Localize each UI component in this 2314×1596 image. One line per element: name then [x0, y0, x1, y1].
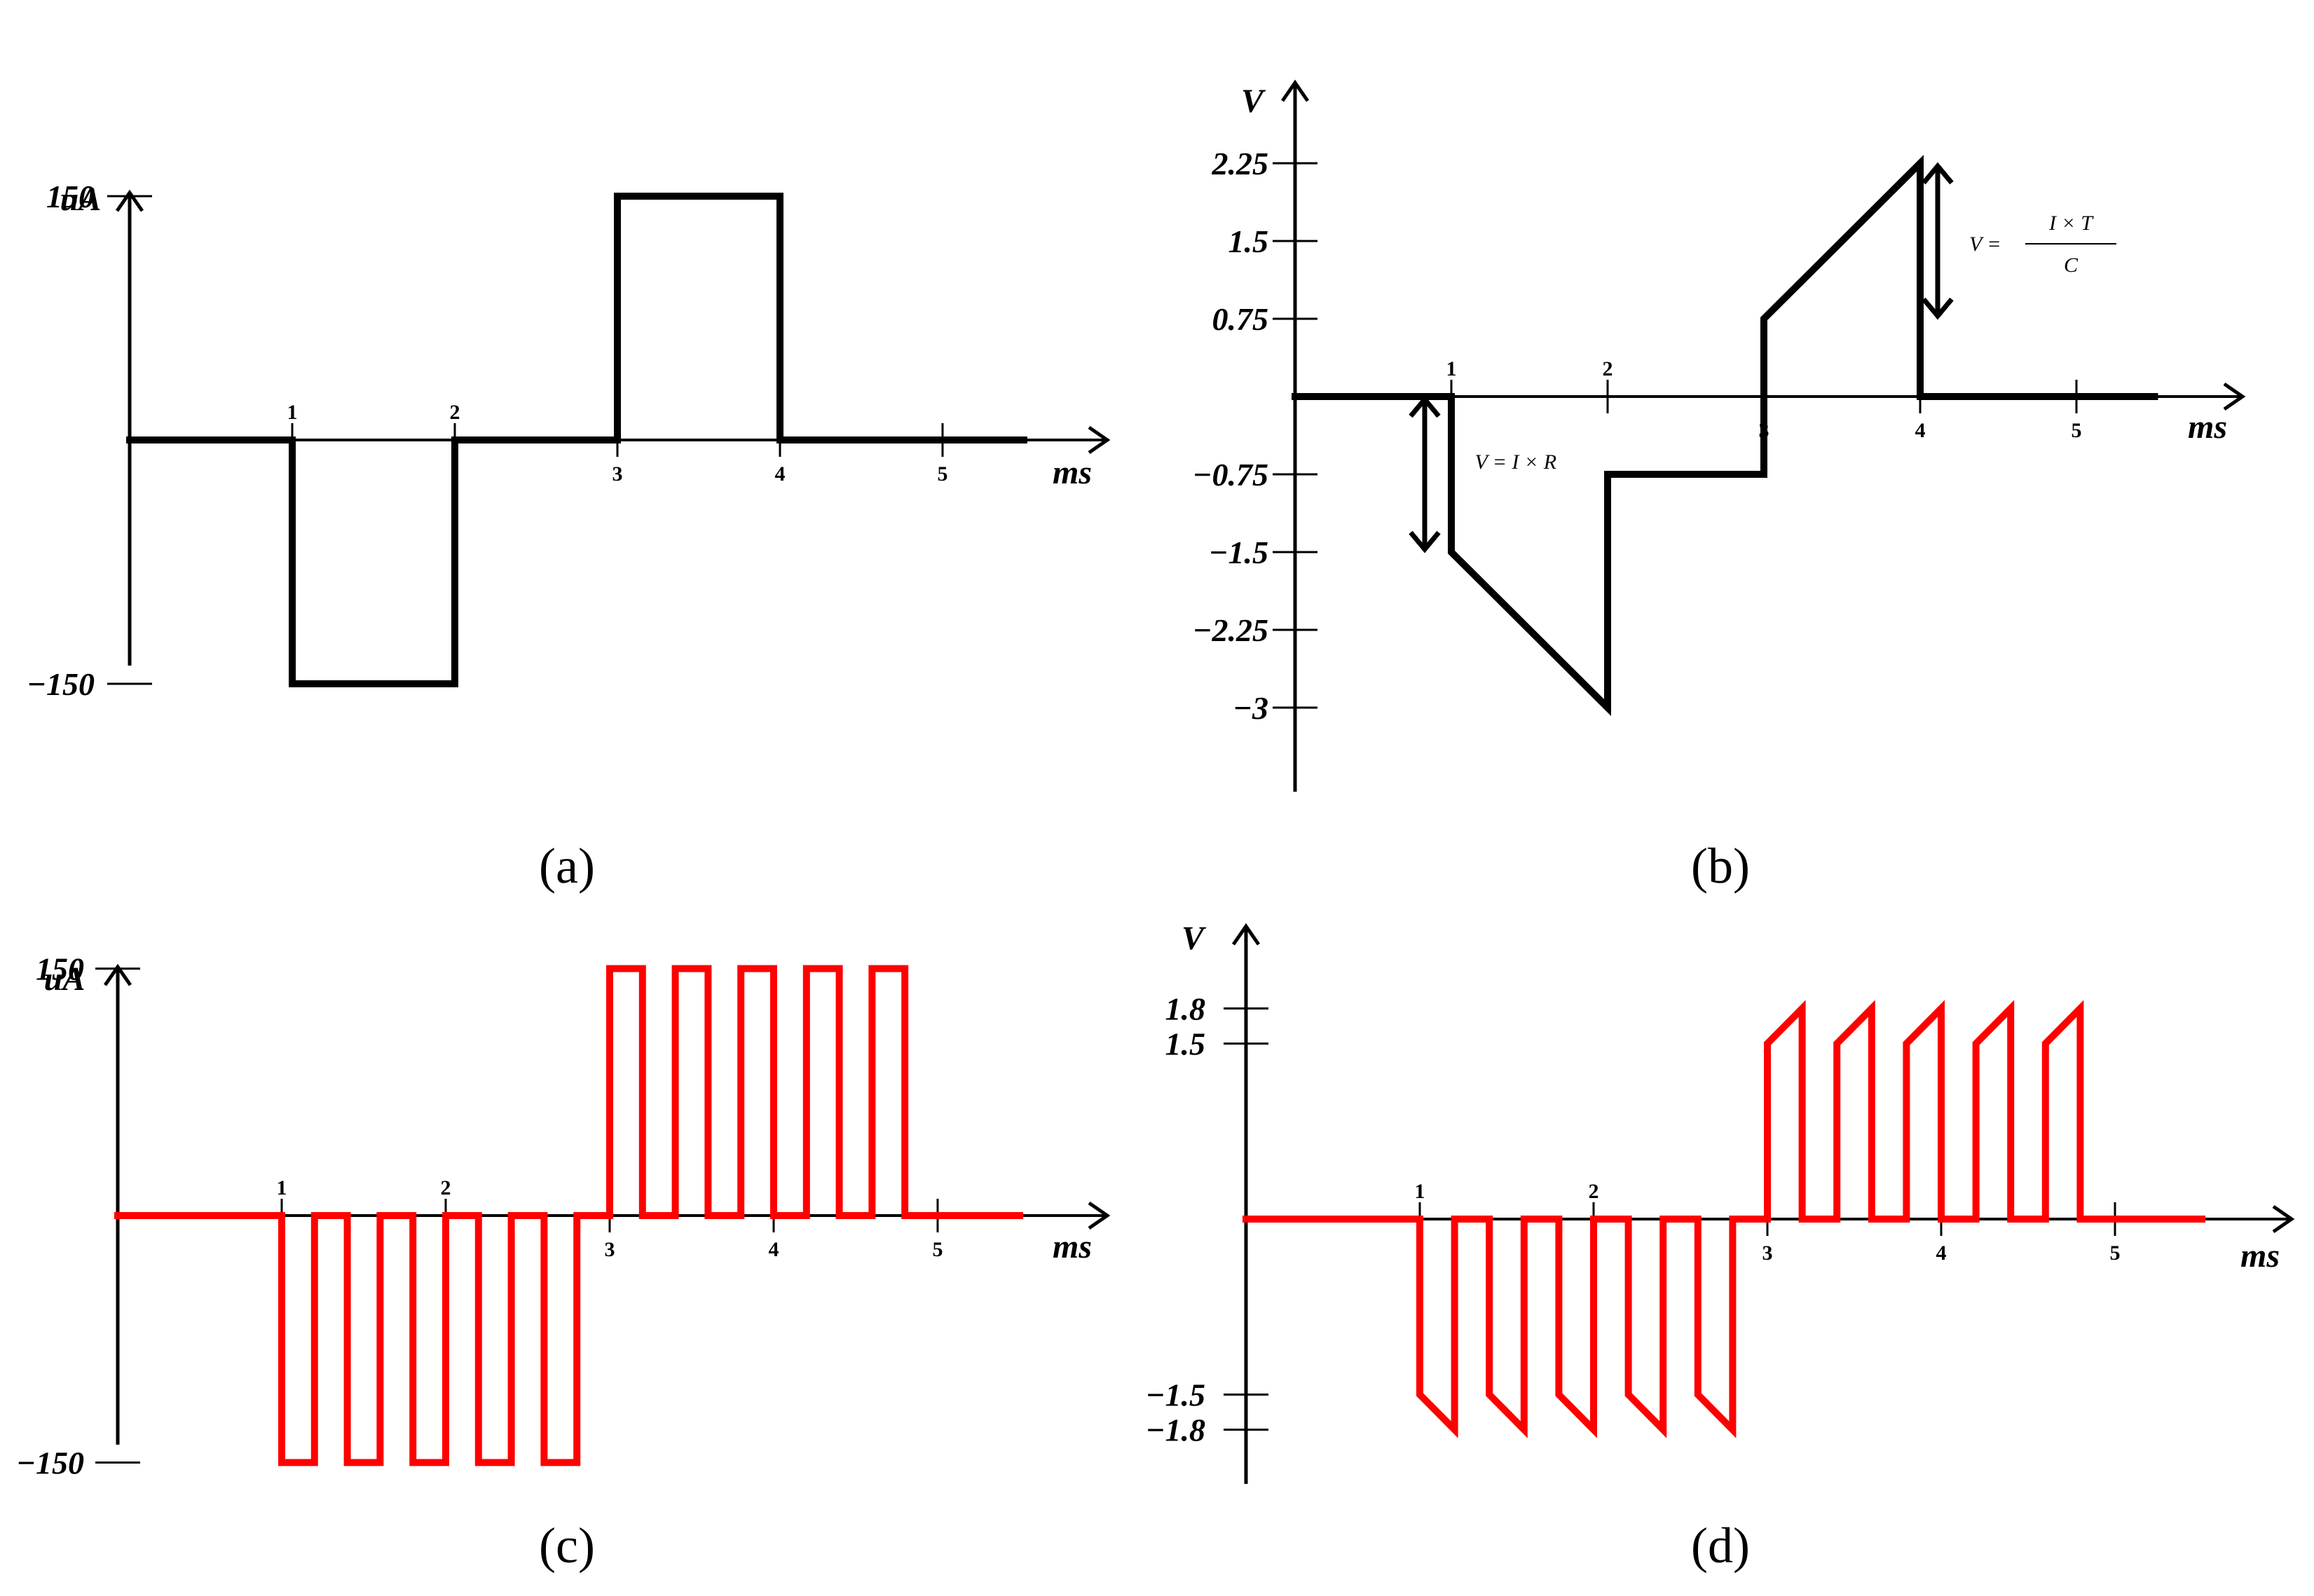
- y-tick-label: −2.25: [1193, 612, 1268, 648]
- y-axis-unit-label: V: [1182, 920, 1207, 957]
- series-line: [114, 965, 1023, 1466]
- y-axis-arrow-icon: [1231, 923, 1261, 946]
- x-axis-arrow-icon: [2223, 382, 2246, 411]
- y-tick-label: 150: [46, 179, 95, 214]
- x-tick-label: 3: [1762, 1241, 1773, 1265]
- x-axis-unit-label: ms: [2188, 408, 2227, 446]
- annotation-capacitor-formula-denominator: C: [2064, 254, 2079, 277]
- series-line: [126, 193, 1027, 687]
- y-tick-label: 150: [36, 951, 84, 987]
- y-axis-arrow-icon: [115, 189, 144, 212]
- x-tick-label: 2: [450, 401, 460, 424]
- panel-label-a: (a): [539, 838, 595, 894]
- y-tick-label: −150: [27, 666, 95, 702]
- x-tick-label: 5: [938, 462, 948, 486]
- x-tick-label: 3: [612, 462, 623, 486]
- y-tick-label: −3: [1233, 690, 1268, 726]
- x-tick-label: 2: [1603, 357, 1613, 380]
- arrow-head-icon: [1922, 162, 1954, 185]
- y-axis-arrow-icon: [1280, 79, 1310, 102]
- y-tick-label: −150: [16, 1445, 84, 1481]
- panel-a-chart: uA ms 1 2 3 4 5 150 −150: [27, 179, 1111, 702]
- x-tick-label: 4: [769, 1238, 779, 1261]
- annotation-capacitor-formula-lhs: V =: [1969, 233, 2001, 256]
- x-tick-label: 2: [1589, 1180, 1599, 1203]
- arrow-head-icon: [1409, 530, 1441, 553]
- x-tick-label: 1: [1415, 1180, 1425, 1203]
- arrow-head-icon: [1409, 395, 1441, 418]
- panel-c-chart: uA ms 1 2 3 4 5 150 −150: [16, 951, 1111, 1481]
- x-axis-unit-label: ms: [1053, 1228, 1092, 1265]
- y-tick-label: −1.5: [1209, 535, 1268, 570]
- y-tick-label: 1.5: [1165, 1026, 1206, 1062]
- x-tick-label: 5: [2110, 1241, 2121, 1265]
- panel-label-d: (d): [1691, 1518, 1750, 1574]
- x-tick-label: 1: [277, 1176, 287, 1199]
- y-tick-label: −1.5: [1146, 1377, 1205, 1413]
- y-tick-label: 0.75: [1212, 301, 1269, 337]
- arrow-head-icon: [1922, 297, 1954, 320]
- y-axis-arrow-icon: [103, 963, 132, 986]
- x-tick-label: 1: [1446, 357, 1457, 380]
- series-line: [1242, 1000, 2205, 1438]
- panel-d-chart: Vms 1 2 3 4 5 1.81.5 −1.5−1.8: [1146, 920, 2295, 1484]
- y-axis-unit-label: V: [1241, 83, 1266, 120]
- x-tick-label: 5: [2072, 419, 2082, 442]
- x-tick-label: 3: [605, 1238, 615, 1261]
- annotation-ohm-formula: V = I × R: [1474, 450, 1556, 474]
- y-axis-unit-label: uA: [60, 181, 102, 218]
- x-tick-label: 1: [287, 401, 298, 424]
- x-axis-arrow-icon: [1088, 425, 1111, 455]
- x-axis-arrow-icon: [1088, 1201, 1111, 1230]
- y-tick-label: −1.8: [1146, 1412, 1205, 1448]
- y-tick-label: 2.25: [1212, 146, 1269, 181]
- x-tick-label: 5: [933, 1238, 943, 1261]
- x-axis-arrow-icon: [2272, 1204, 2295, 1234]
- panel-label-c: (c): [539, 1518, 595, 1574]
- x-axis-unit-label: ms: [1053, 454, 1092, 491]
- y-axis-unit-label: uA: [44, 961, 85, 998]
- y-tick-label: 1.5: [1228, 223, 1269, 259]
- panel-label-b: (b): [1691, 838, 1750, 894]
- series-line: [1292, 154, 2158, 717]
- x-tick-label: 4: [1936, 1241, 1947, 1265]
- x-axis-unit-label: ms: [2240, 1237, 2280, 1274]
- x-tick-label: 4: [1915, 419, 1926, 442]
- y-tick-label: 1.8: [1165, 991, 1206, 1026]
- annotation-capacitor-formula-numerator: I × T: [2048, 212, 2094, 235]
- y-tick-label: −0.75: [1193, 457, 1268, 493]
- x-tick-label: 4: [775, 462, 786, 486]
- x-tick-label: 2: [441, 1176, 451, 1199]
